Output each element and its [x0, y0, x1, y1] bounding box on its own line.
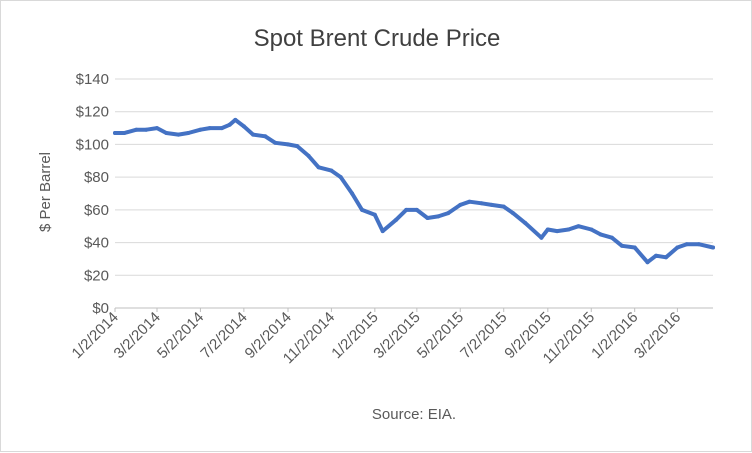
data-point — [286, 142, 290, 147]
y-tick-label: $0 — [92, 300, 109, 317]
data-point — [523, 220, 528, 225]
y-tick-label: $100 — [76, 136, 109, 153]
data-point — [241, 124, 246, 129]
data-point — [144, 127, 149, 132]
x-tick-label: 7/2/2014 — [197, 309, 250, 362]
data-point — [711, 245, 715, 250]
data-point — [589, 227, 594, 232]
data-point — [458, 202, 463, 207]
data-point — [539, 235, 544, 240]
data-point — [404, 207, 409, 212]
data-point — [176, 132, 181, 137]
data-point — [306, 153, 311, 158]
y-axis-title: $ Per Barrel — [37, 152, 54, 232]
data-point — [155, 126, 159, 131]
series-layer — [113, 117, 715, 265]
y-tick-labels: $0 $20 $40 $60 $80 $100 $120 $140 — [76, 71, 109, 317]
x-tick-label: 3/2/2014 — [111, 309, 164, 362]
data-point — [186, 131, 191, 135]
data-point — [380, 229, 385, 234]
data-point — [134, 127, 139, 132]
data-point — [394, 217, 399, 222]
chart-title: Spot Brent Crude Price — [254, 25, 501, 52]
data-point — [113, 131, 117, 135]
data-point — [219, 126, 224, 131]
data-point — [609, 235, 614, 240]
data-point — [619, 243, 624, 248]
data-point — [446, 211, 451, 216]
data-point — [479, 201, 484, 206]
data-point — [489, 202, 494, 207]
x-tick-label: 7/2/2015 — [457, 309, 510, 362]
data-point — [350, 191, 355, 196]
data-point — [425, 216, 430, 220]
x-tick-label: 3/2/2015 — [370, 309, 423, 362]
series-line-0 — [113, 117, 715, 265]
y-tick-label: $20 — [84, 267, 109, 284]
y-tick-label: $120 — [76, 104, 109, 121]
data-point — [263, 134, 268, 139]
y-tick-label: $40 — [84, 235, 109, 252]
x-tick-label: 3/2/2016 — [631, 309, 684, 362]
data-point — [295, 144, 300, 149]
data-point — [675, 245, 680, 250]
y-tick-label: $80 — [84, 169, 109, 186]
data-point — [632, 245, 637, 250]
x-tick-label: 1/2/2016 — [588, 309, 641, 362]
data-point — [316, 165, 321, 170]
x-tick-label: 5/2/2014 — [154, 309, 207, 362]
data-point — [227, 122, 232, 127]
data-point — [414, 207, 419, 212]
x-tick-labels: 1/2/20143/2/20145/2/20147/2/20149/2/2014… — [69, 308, 684, 367]
source-note: Source: EIA. — [372, 406, 456, 423]
data-point — [511, 211, 515, 216]
data-point — [338, 175, 343, 180]
data-point — [576, 224, 581, 229]
gridlines — [115, 78, 713, 309]
data-point — [251, 132, 256, 137]
data-point — [164, 131, 169, 135]
data-point — [654, 253, 658, 258]
data-point — [696, 242, 701, 247]
data-point — [273, 140, 278, 145]
data-point — [555, 229, 560, 234]
y-tick-label: $140 — [76, 71, 109, 88]
data-point — [122, 131, 127, 135]
y-tick-label: $60 — [84, 202, 109, 219]
data-point — [360, 207, 364, 212]
x-tick-label: 5/2/2015 — [414, 309, 467, 362]
data-point — [501, 204, 506, 209]
data-point — [645, 260, 650, 265]
data-point — [329, 168, 334, 173]
data-point — [545, 227, 550, 232]
data-point — [664, 255, 668, 260]
data-point — [467, 199, 472, 204]
data-point — [684, 242, 689, 247]
data-point — [436, 214, 441, 219]
data-point — [207, 126, 212, 131]
data-point — [598, 232, 603, 237]
data-point — [566, 227, 571, 232]
data-point — [233, 117, 238, 122]
data-point — [372, 212, 377, 217]
data-point — [198, 127, 203, 132]
